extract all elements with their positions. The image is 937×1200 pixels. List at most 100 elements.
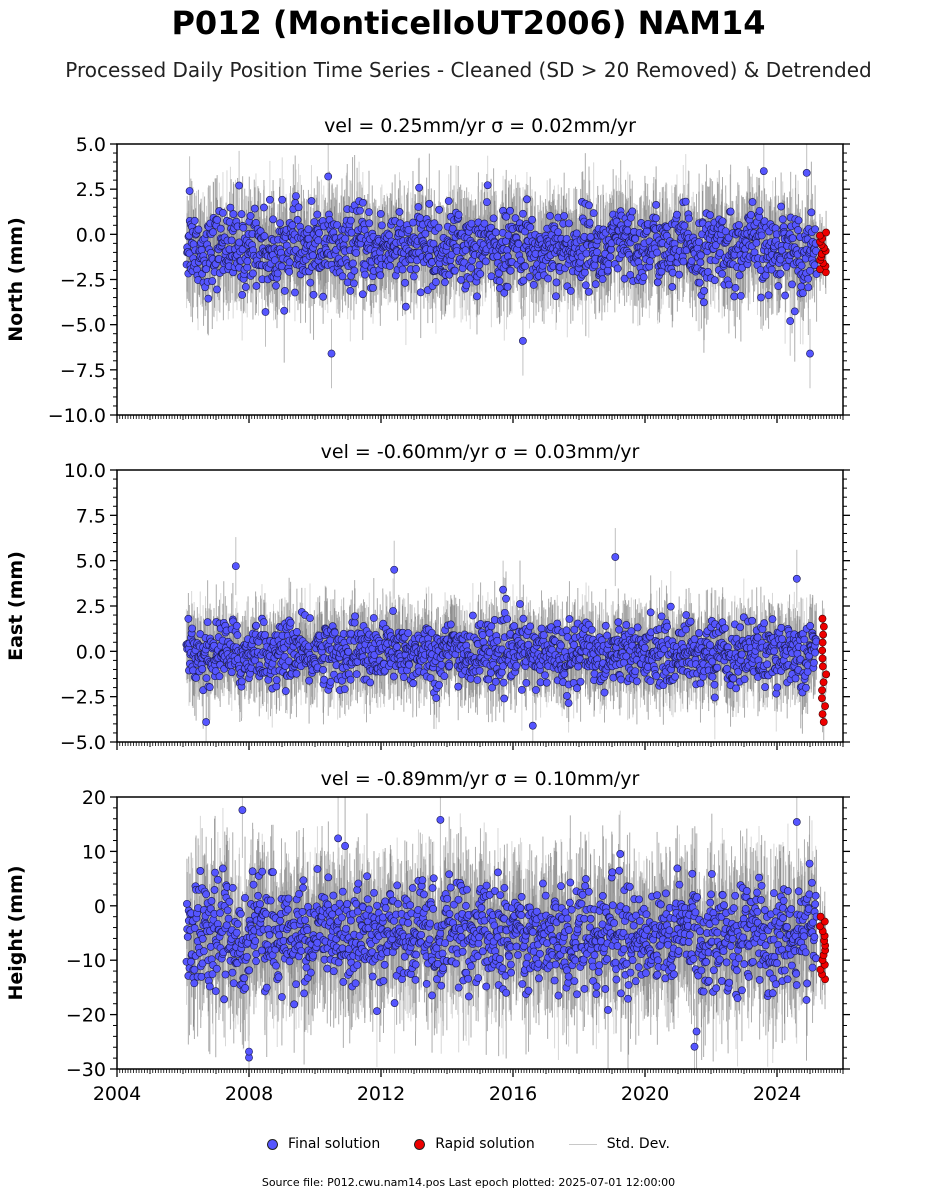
final-point (613, 264, 622, 273)
final-point (421, 229, 430, 238)
final-point (752, 239, 761, 247)
final-point (718, 269, 727, 278)
final-point (319, 292, 328, 301)
final-point (776, 269, 785, 278)
final-point (546, 212, 554, 220)
final-point (748, 198, 757, 206)
final-point (376, 209, 385, 218)
final-point (493, 252, 502, 261)
final-point (777, 202, 786, 211)
final-point (447, 250, 456, 259)
final-point (700, 298, 708, 307)
final-point (272, 281, 280, 290)
final-point (680, 221, 689, 230)
final-point (260, 232, 269, 240)
final-point (706, 211, 715, 219)
final-point (566, 287, 575, 295)
final-points-north (182, 167, 821, 358)
final-point (204, 294, 213, 303)
final-point (369, 283, 377, 292)
final-point (565, 219, 573, 228)
final-point (593, 248, 601, 257)
final-point-outlier (802, 169, 811, 177)
final-points-east (182, 553, 821, 730)
final-point (188, 624, 197, 633)
final-point (675, 270, 684, 279)
final-point (584, 287, 593, 296)
final-point (506, 266, 515, 275)
final-point (476, 269, 485, 278)
final-point (591, 280, 600, 289)
rapid-point (822, 228, 830, 237)
final-point (294, 203, 303, 212)
final-point (521, 262, 529, 271)
final-point (668, 283, 677, 291)
final-point (467, 263, 476, 272)
final-point (764, 291, 773, 300)
final-point (598, 275, 607, 284)
final-point (280, 306, 289, 315)
final-point (781, 291, 790, 300)
final-point (216, 224, 225, 233)
final-point (554, 228, 562, 236)
final-point (494, 269, 503, 278)
final-point (710, 276, 719, 285)
final-point (190, 216, 199, 225)
final-point (731, 283, 740, 292)
final-point (482, 257, 490, 266)
final-point (718, 217, 727, 226)
final-point (194, 225, 203, 234)
ylabel-east: East (mm) (5, 551, 27, 661)
final-point (590, 261, 599, 270)
final-point (687, 257, 696, 265)
final-point (514, 239, 523, 248)
y-tick-label: 0.0 (76, 224, 106, 246)
final-point (314, 236, 323, 245)
final-point-outlier (786, 317, 795, 325)
final-point (192, 673, 201, 682)
final-point (668, 268, 677, 277)
final-point (799, 289, 807, 297)
final-point (684, 214, 693, 223)
final-point (730, 292, 739, 301)
final-point (365, 219, 374, 228)
panel-title-east: vel = -0.60mm/yr σ = 0.03mm/yr (321, 441, 640, 463)
final-point (205, 683, 214, 692)
final-point (401, 302, 410, 311)
final-point (278, 195, 287, 204)
final-point (395, 208, 404, 216)
final-point (365, 208, 373, 217)
final-point (797, 282, 806, 291)
final-point (202, 265, 211, 273)
final-point (306, 278, 315, 287)
final-point (219, 208, 227, 217)
final-point (246, 212, 255, 220)
final-point (358, 290, 367, 299)
final-point (404, 225, 413, 234)
final-point (704, 267, 712, 276)
final-point (307, 197, 316, 205)
final-point (280, 286, 289, 295)
final-point (810, 261, 819, 270)
final-point (213, 215, 222, 224)
final-point (276, 219, 284, 228)
final-point (695, 278, 704, 287)
final-point (292, 192, 300, 200)
final-point (196, 630, 205, 638)
final-point (293, 216, 302, 224)
final-point (589, 209, 598, 218)
final-point (441, 278, 449, 287)
final-point (273, 269, 282, 278)
final-point (243, 257, 252, 266)
final-point (681, 197, 690, 206)
final-point (778, 215, 787, 224)
final-point (724, 280, 733, 289)
final-point (435, 205, 444, 214)
final-point (495, 277, 504, 285)
final-point (519, 276, 528, 285)
final-point (352, 249, 361, 257)
final-point-outlier (759, 167, 768, 175)
final-point (804, 283, 813, 292)
final-point (350, 279, 358, 288)
